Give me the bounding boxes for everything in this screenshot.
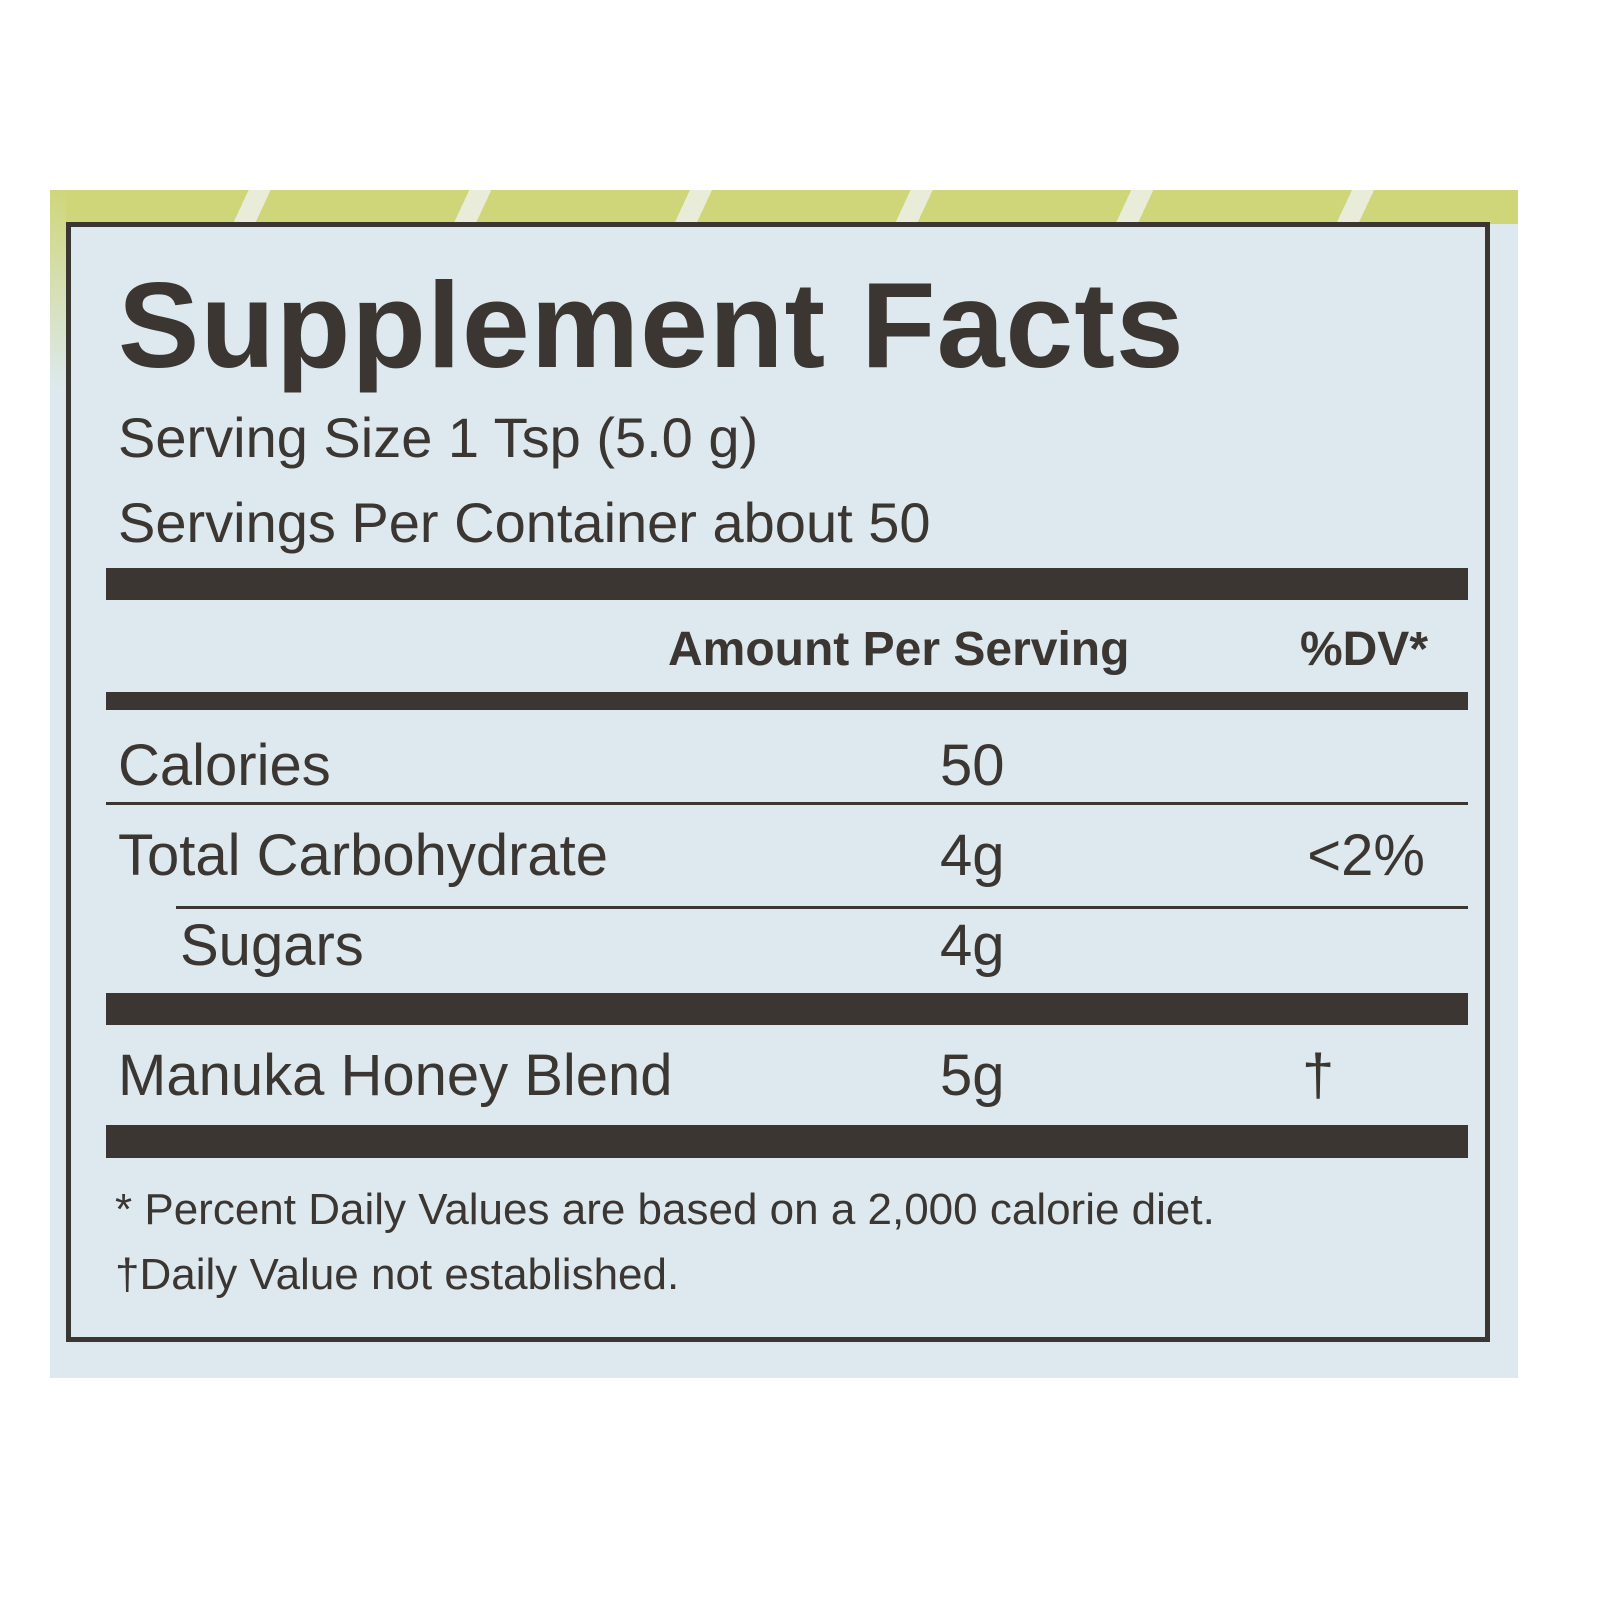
divider: [106, 993, 1468, 1025]
divider: [106, 692, 1468, 710]
row-amount: 4g: [940, 913, 1005, 978]
panel-title: Supplement Facts: [118, 257, 1185, 393]
serving-size: Serving Size 1 Tsp (5.0 g): [118, 406, 759, 469]
row-name: Total Carbohydrate: [118, 823, 609, 888]
row-name: Sugars: [180, 913, 364, 978]
amount-header: Amount Per Serving: [668, 623, 1130, 676]
label-background: [50, 190, 1518, 1378]
footnote: †Daily Value not established.: [115, 1250, 680, 1299]
row-name: Manuka Honey Blend: [118, 1043, 673, 1108]
supplement-facts-panel: [66, 222, 1490, 1342]
decorative-band: [50, 190, 1518, 224]
divider: [176, 906, 1468, 909]
row-dv: <2%: [1307, 823, 1425, 888]
row-amount: 5g: [940, 1043, 1005, 1108]
decorative-strip: [50, 190, 66, 390]
divider: [106, 802, 1468, 805]
row-name: Calories: [118, 733, 331, 798]
footnote: * Percent Daily Values are based on a 2,…: [115, 1185, 1215, 1234]
row-dv: †: [1302, 1043, 1335, 1108]
divider: [106, 1125, 1468, 1158]
dv-header: %DV*: [1299, 623, 1428, 676]
row-amount: 50: [940, 733, 1005, 798]
divider: [106, 568, 1468, 600]
servings-per-container: Servings Per Container about 50: [118, 491, 931, 554]
row-amount: 4g: [940, 823, 1005, 888]
